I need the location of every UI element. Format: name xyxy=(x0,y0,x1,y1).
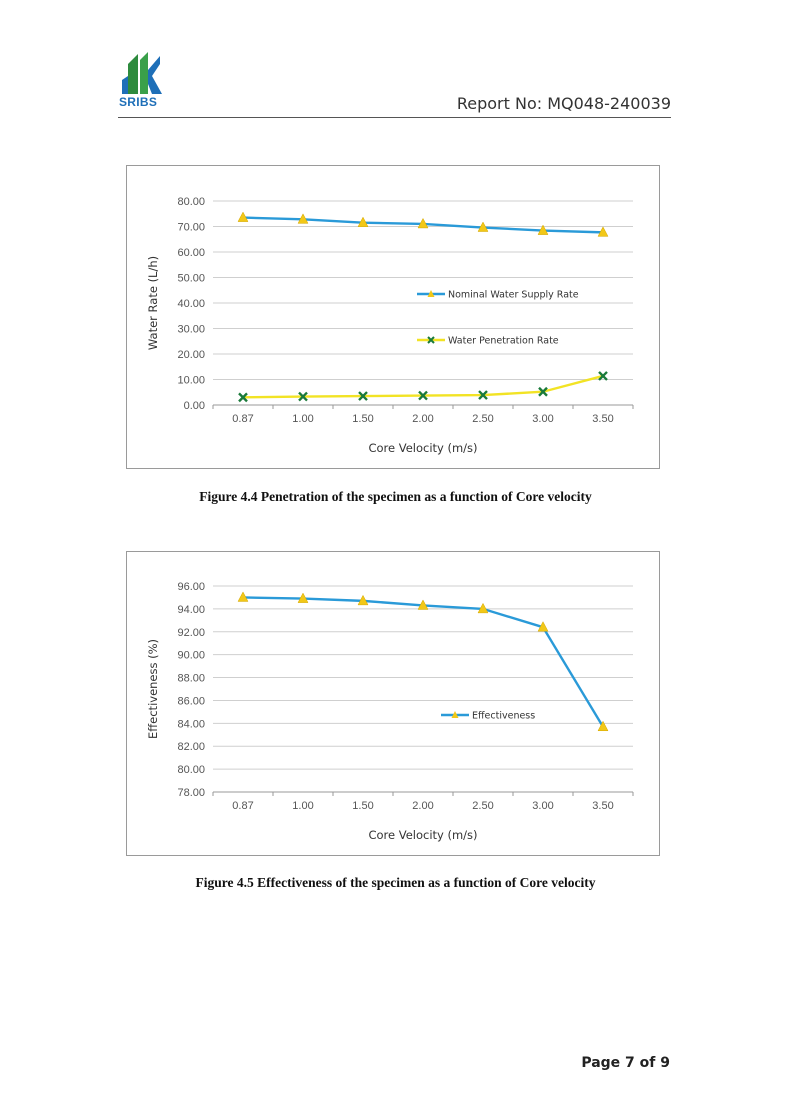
legend-marker-x xyxy=(427,336,435,344)
x-marker-stroke xyxy=(358,391,368,401)
y-tick-label: 60.00 xyxy=(177,247,205,259)
y-axis-title: Effectiveness (%) xyxy=(146,639,160,739)
x-marker-stroke xyxy=(238,392,248,403)
x-tick-label: 1.50 xyxy=(352,413,373,425)
y-tick-label: 94.00 xyxy=(177,604,205,616)
data-point-x xyxy=(238,392,248,403)
water-rate-chart: 0.00 10.00 20.00 30.00 40.00 50.00 60.00 70.00 8… xyxy=(126,165,660,469)
data-point-triangle xyxy=(417,599,429,610)
y-tick-label: 80.00 xyxy=(177,196,205,208)
y-tick-label: 0.00 xyxy=(184,400,205,412)
x-tick-label: 3.00 xyxy=(532,413,553,425)
x-tick-label: 2.00 xyxy=(412,800,433,812)
y-tick-label: 80.00 xyxy=(177,764,205,776)
x-marker-stroke xyxy=(598,371,608,381)
data-point-triangle xyxy=(297,592,309,603)
data-point-triangle xyxy=(597,226,609,237)
x-tick-label: 2.00 xyxy=(412,413,433,425)
x-axis-title: Core Velocity (m/s) xyxy=(368,441,477,455)
y-tick-label: 78.00 xyxy=(177,787,205,799)
report-number: Report No: MQ048-240039 xyxy=(456,94,671,113)
data-point-triangle xyxy=(237,211,249,222)
data-point-triangle xyxy=(297,213,309,224)
x-tick-label: 1.50 xyxy=(352,800,373,812)
y-tick-label: 90.00 xyxy=(177,650,205,662)
legend-entry: Water Penetration Rate xyxy=(417,336,559,347)
x-marker-stroke xyxy=(478,390,488,400)
data-point-triangle xyxy=(477,602,489,614)
x-tick-label: 3.00 xyxy=(532,800,553,812)
data-point-triangle xyxy=(537,621,549,632)
data-point-triangle xyxy=(237,591,249,602)
x-marker-stroke xyxy=(298,391,308,402)
data-point-triangle xyxy=(477,221,489,232)
data-point-x xyxy=(598,371,608,381)
effectiveness-chart-svg: 78.00 80.00 82.00 84.00 86.00 88.00 90.00 92.00… xyxy=(146,581,634,842)
x-axis-title: Core Velocity (m/s) xyxy=(368,828,477,842)
y-axis-title: Water Rate (L/h) xyxy=(146,256,160,350)
data-point-x xyxy=(358,391,368,401)
y-tick-label: 82.00 xyxy=(177,741,205,753)
series-line xyxy=(242,596,605,728)
page-number: Page 7 of 9 xyxy=(581,1055,670,1071)
figure-4-5-caption: Figure 4.5 Effectiveness of the specimen… xyxy=(195,875,596,890)
x-marker-stroke xyxy=(538,386,548,397)
header-divider xyxy=(118,117,671,118)
y-tick-label: 50.00 xyxy=(177,273,205,285)
x-tick-label: 0.87 xyxy=(232,413,253,425)
x-tick-label: 0.87 xyxy=(232,800,253,812)
y-tick-label: 40.00 xyxy=(177,298,205,310)
legend-label: Effectiveness xyxy=(472,711,535,722)
data-point-triangle xyxy=(597,720,609,732)
y-tick-label: 10.00 xyxy=(177,375,205,387)
data-point-triangle xyxy=(537,224,549,235)
sribs-logo xyxy=(122,52,162,94)
y-tick-label: 96.00 xyxy=(177,581,205,593)
y-tick-label: 70.00 xyxy=(177,222,205,234)
legend-entry: Effectiveness xyxy=(441,711,535,722)
x-tick-label: 1.00 xyxy=(292,800,313,812)
x-marker-stroke xyxy=(418,390,428,401)
x-tick-label: 2.50 xyxy=(472,800,493,812)
legend-marker-triangle xyxy=(427,290,435,297)
x-tick-label: 2.50 xyxy=(472,413,493,425)
data-point-x xyxy=(538,386,548,397)
y-tick-label: 88.00 xyxy=(177,673,205,685)
y-tick-label: 86.00 xyxy=(177,695,205,707)
y-tick-label: 84.00 xyxy=(177,718,205,730)
data-point-triangle xyxy=(357,216,369,227)
x-tick-label: 3.50 xyxy=(592,413,613,425)
effectiveness-chart: 78.00 80.00 82.00 84.00 86.00 88.00 90.00 92.00… xyxy=(126,551,660,856)
y-tick-label: 20.00 xyxy=(177,349,205,361)
logo-text: SRIBS xyxy=(119,95,158,109)
data-point-triangle xyxy=(417,217,429,229)
x-tick-label: 1.00 xyxy=(292,413,313,425)
figure-4-4-caption: Figure 4.4 Penetration of the specimen a… xyxy=(199,489,592,504)
x-tick-label: 3.50 xyxy=(592,800,613,812)
data-point-x xyxy=(418,390,428,401)
y-tick-label: 30.00 xyxy=(177,324,205,336)
y-tick-label: 92.00 xyxy=(177,627,205,639)
legend-entry: Nominal Water Supply Rate xyxy=(417,290,579,301)
legend-label: Nominal Water Supply Rate xyxy=(448,290,579,301)
data-point-x xyxy=(298,391,308,402)
data-point-triangle xyxy=(357,594,369,606)
legend-label: Water Penetration Rate xyxy=(448,336,559,347)
data-point-x xyxy=(478,390,488,400)
legend-marker-triangle xyxy=(451,711,459,718)
water-rate-chart-svg: 0.00 10.00 20.00 30.00 40.00 50.00 60.00 70.00 8… xyxy=(146,196,634,455)
